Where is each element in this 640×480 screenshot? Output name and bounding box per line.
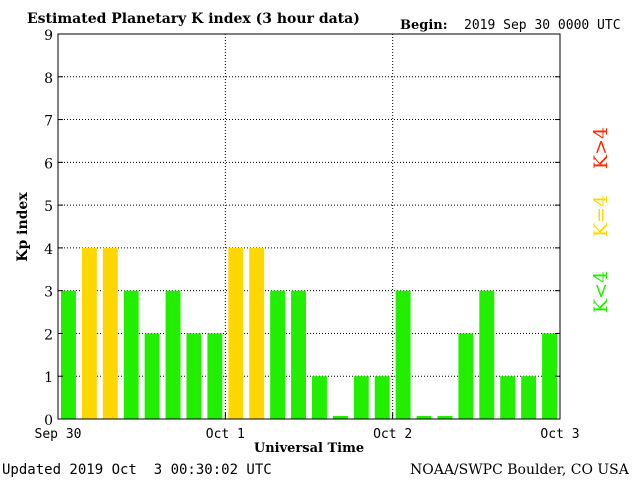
y-tick-label: 2 [44,327,53,343]
kp-bar [437,416,453,419]
kp-bar [416,416,432,419]
kp-bar [374,376,390,419]
y-axis-ticks: 0 1 2 3 4 5 6 7 8 9 [44,28,560,429]
kp-bar [353,376,369,419]
kp-bar [165,290,181,419]
kp-bar [395,290,411,419]
y-tick-label: 0 [44,413,53,429]
kp-bar [542,333,557,419]
y-tick-label: 6 [44,156,53,172]
x-axis-label: Universal Time [254,441,364,456]
kp-bar [249,247,265,419]
legend-equal: K=4 [590,195,612,237]
begin-label: Begin: [400,18,448,33]
kp-bar [207,333,223,419]
updated-text: Updated 2019 Oct 3 00:30:02 UTC [2,462,272,478]
kp-bar [61,290,76,419]
kp-bar [186,333,202,419]
kp-bar [228,247,244,419]
kp-bar [102,247,118,419]
chart-title: Estimated Planetary K index (3 hour data… [27,11,360,27]
y-tick-label: 9 [44,28,53,44]
kp-bar [270,290,286,419]
plot-area [58,34,560,419]
kp-bar [123,290,139,419]
kp-bar [312,376,327,419]
kp-bar [458,333,474,419]
begin-value: 2019 Sep 30 0000 UTC [464,18,621,33]
y-tick-label: 3 [44,285,53,301]
x-tick-label: Sep 30 [35,427,82,442]
kp-bar [144,333,160,419]
x-tick-label: Oct 3 [540,427,579,442]
legend-high: K>4 [590,127,612,169]
grid [58,34,560,419]
y-axis-label: Kp index [15,192,31,262]
y-tick-label: 5 [44,199,53,215]
kp-bar [521,376,537,419]
x-tick-label: Oct 1 [206,427,245,442]
kp-bar [291,290,306,419]
kp-bar [81,247,97,419]
x-tick-label: Oct 2 [373,427,412,442]
kp-bar [500,376,516,419]
bars [61,247,557,419]
y-tick-label: 8 [44,71,53,87]
plot-frame [57,33,561,420]
y-tick-label: 7 [44,114,53,130]
y-tick-label: 4 [44,242,53,258]
kp-bar [332,416,348,419]
source-text: NOAA/SWPC Boulder, CO USA [410,462,630,478]
kp-bar [479,290,495,419]
x-axis-ticks: Sep 30 Oct 1 Oct 2 Oct 3 [35,413,580,442]
y-tick-label: 1 [44,370,53,386]
legend-low: K<4 [590,271,612,313]
